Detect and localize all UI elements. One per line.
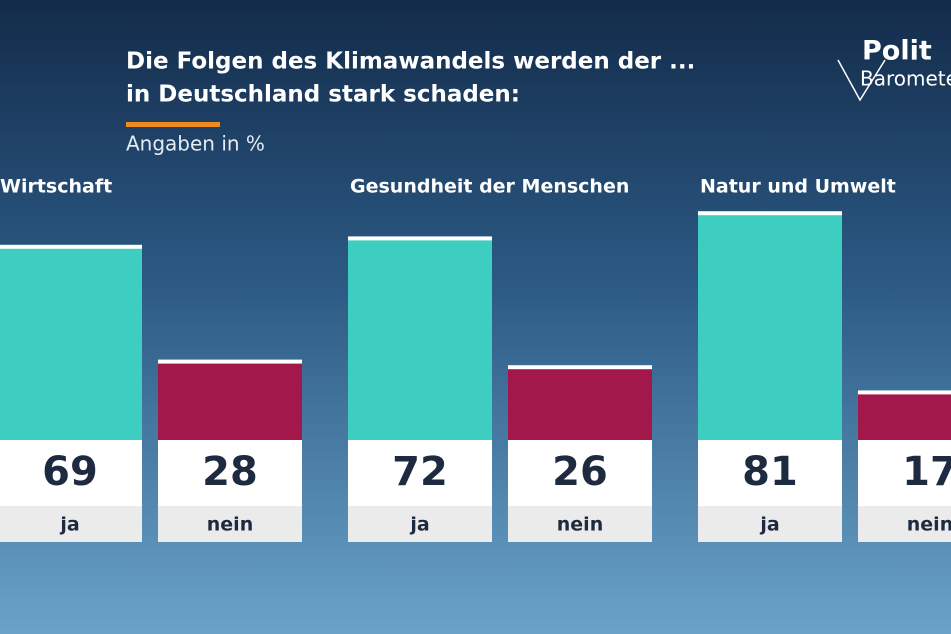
- bar: [508, 367, 652, 440]
- bar: [698, 213, 842, 440]
- label-box: [158, 506, 302, 542]
- series-label: ja: [59, 514, 79, 536]
- logo-text: Barometer: [860, 67, 951, 91]
- value-box: [158, 440, 302, 506]
- value-label: 81: [742, 449, 798, 495]
- logo-mark: [837, 59, 886, 102]
- group-label: Wirtschaft: [0, 176, 112, 198]
- logo-text: Polit: [862, 36, 932, 67]
- logo: Polit Barometer: [837, 36, 951, 102]
- value-label: 72: [392, 449, 448, 495]
- value-label: 28: [202, 449, 258, 495]
- group-label: Natur und Umwelt: [700, 176, 896, 198]
- bar-cap: [858, 390, 951, 395]
- chart-title: in Deutschland stark schaden:: [126, 82, 520, 108]
- label-box: [0, 506, 142, 542]
- chart-title: Die Folgen des Klimawandels werden der .…: [126, 49, 695, 75]
- value-box: [858, 440, 951, 506]
- value-label: 26: [552, 449, 608, 495]
- accent-line: [126, 122, 220, 127]
- series-label: ja: [759, 514, 779, 536]
- label-box: [858, 506, 951, 542]
- bar-cap: [698, 211, 842, 216]
- label-box: [698, 506, 842, 542]
- value-label: 17: [902, 449, 951, 495]
- bar: [858, 392, 951, 440]
- label-box: [348, 506, 492, 542]
- series-label: ja: [409, 514, 429, 536]
- bar: [158, 361, 302, 440]
- value-box: [348, 440, 492, 506]
- label-box: [508, 506, 652, 542]
- bar: [348, 238, 492, 440]
- chart-subtitle: Angaben in %: [126, 132, 265, 156]
- value-label: 69: [42, 449, 98, 495]
- group-label: Gesundheit der Menschen: [350, 176, 629, 198]
- value-box: [698, 440, 842, 506]
- value-box: [0, 440, 142, 506]
- series-label: nein: [557, 514, 603, 536]
- bar-cap: [508, 365, 652, 370]
- bar-cap: [158, 359, 302, 364]
- value-box: [508, 440, 652, 506]
- bar-cap: [0, 244, 142, 249]
- series-label: nein: [907, 514, 951, 536]
- series-label: nein: [207, 514, 253, 536]
- bar: [0, 246, 142, 440]
- bar-cap: [348, 236, 492, 241]
